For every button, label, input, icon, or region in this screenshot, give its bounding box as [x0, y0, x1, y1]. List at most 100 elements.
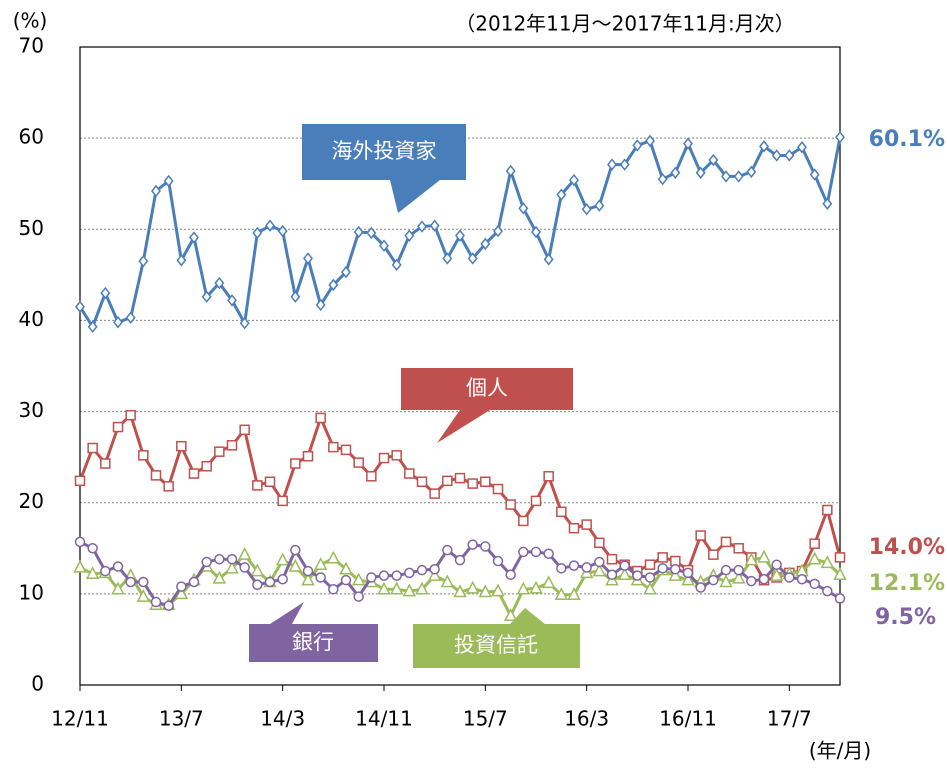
marker: [404, 229, 415, 242]
marker: [138, 254, 149, 268]
marker: [834, 593, 846, 604]
y-tick-label: 40: [19, 307, 44, 331]
marker: [695, 530, 706, 541]
marker: [189, 231, 199, 244]
marker: [682, 567, 694, 579]
marker: [518, 202, 529, 215]
marker: [505, 499, 516, 510]
marker: [417, 220, 427, 233]
plot-border: [79, 46, 841, 686]
marker: [163, 600, 174, 611]
marker: [391, 450, 402, 461]
marker: [277, 495, 288, 507]
marker: [176, 440, 187, 452]
marker: [226, 440, 238, 451]
marker: [744, 552, 759, 566]
y-tick-label: 10: [19, 580, 44, 604]
marker: [556, 506, 567, 518]
marker: [569, 173, 579, 187]
marker: [592, 563, 607, 577]
x-tick-label: 16/11: [659, 707, 717, 731]
marker: [822, 585, 833, 597]
marker: [378, 570, 390, 581]
marker: [290, 544, 301, 556]
marker: [353, 225, 364, 239]
marker: [568, 522, 580, 534]
marker: [518, 546, 529, 558]
marker: [301, 572, 315, 586]
marker: [530, 546, 542, 558]
marker: [668, 568, 683, 581]
callout-box: [302, 124, 466, 180]
marker: [784, 572, 795, 583]
marker: [797, 141, 807, 154]
marker: [315, 412, 326, 424]
marker: [275, 552, 290, 566]
marker: [644, 559, 656, 570]
marker: [657, 563, 668, 574]
marker: [226, 553, 238, 565]
marker: [645, 134, 655, 148]
marker: [136, 588, 151, 602]
legend-label: 投資信託: [454, 633, 538, 657]
y-tick-label: 60: [19, 125, 44, 149]
marker: [442, 252, 453, 265]
marker: [759, 140, 769, 153]
marker: [657, 172, 668, 186]
y-tick-label: 50: [19, 216, 44, 240]
marker: [138, 576, 149, 588]
marker: [100, 458, 111, 469]
marker: [478, 584, 493, 598]
marker: [480, 237, 491, 251]
callout-box: [249, 624, 378, 662]
marker: [85, 566, 100, 580]
marker: [681, 572, 695, 586]
x-tick-label: 16/3: [564, 707, 609, 731]
marker: [416, 476, 428, 488]
marker: [721, 170, 731, 183]
marker: [201, 290, 212, 303]
marker: [201, 461, 212, 472]
marker: [302, 450, 314, 462]
marker: [125, 409, 136, 421]
marker: [351, 572, 366, 586]
marker: [239, 562, 250, 573]
marker: [492, 483, 504, 495]
marker: [328, 441, 339, 453]
marker: [454, 554, 466, 566]
marker: [541, 575, 556, 589]
marker: [784, 149, 795, 162]
y-tick-label: 20: [19, 489, 44, 513]
marker: [100, 286, 111, 300]
end-label: 12.1%: [869, 571, 945, 596]
marker: [252, 226, 263, 240]
marker: [416, 564, 428, 576]
end-label: 60.1%: [869, 127, 945, 152]
marker: [188, 576, 200, 588]
marker: [708, 153, 719, 167]
marker: [465, 580, 480, 594]
marker: [833, 567, 847, 580]
marker: [820, 555, 835, 569]
marker: [643, 581, 657, 595]
marker: [442, 475, 453, 487]
marker: [746, 575, 757, 587]
callout-tail: [510, 608, 545, 624]
marker: [429, 563, 440, 575]
marker: [366, 226, 377, 240]
marker: [163, 481, 174, 492]
marker: [733, 170, 744, 183]
marker: [111, 581, 125, 595]
marker: [214, 276, 225, 290]
marker: [315, 298, 326, 312]
marker: [112, 561, 124, 572]
marker: [757, 549, 771, 563]
marker: [75, 300, 85, 313]
marker: [138, 450, 149, 461]
marker: [529, 580, 543, 594]
x-tick-label: 15/7: [463, 707, 508, 731]
marker: [250, 563, 265, 577]
legend-label: 個人: [466, 376, 508, 400]
marker: [252, 579, 263, 590]
marker: [290, 458, 301, 469]
